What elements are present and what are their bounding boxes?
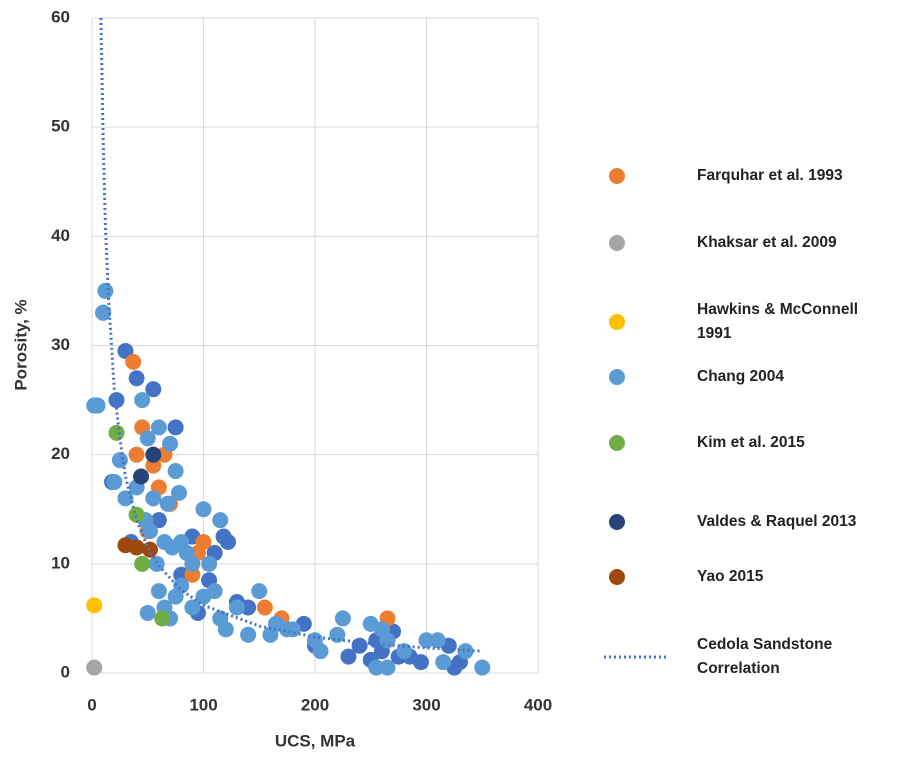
data-point	[125, 353, 142, 370]
legend-marker	[609, 514, 625, 530]
data-point	[379, 659, 396, 676]
x-tick-label: 100	[189, 695, 217, 714]
y-tick-label: 10	[51, 553, 70, 572]
data-point	[201, 555, 218, 572]
data-point	[145, 381, 162, 398]
legend-marker	[609, 369, 625, 385]
data-point	[240, 599, 257, 616]
data-point	[128, 506, 145, 523]
data-point	[217, 621, 234, 638]
data-point	[106, 473, 123, 490]
legend-marker	[609, 168, 625, 184]
data-point	[95, 304, 112, 321]
legend-label: Farquhar et al. 1993	[697, 167, 843, 184]
x-tick-label: 0	[87, 695, 96, 714]
legend-marker	[609, 435, 625, 451]
data-point	[111, 452, 128, 469]
y-tick-label: 20	[51, 444, 70, 463]
data-point	[139, 430, 156, 447]
data-point	[145, 490, 162, 507]
data-point	[184, 599, 201, 616]
data-point	[220, 534, 237, 550]
trend-line	[99, 17, 483, 653]
legend-label: Hawkins & McConnell 1991	[697, 301, 859, 342]
data-point	[184, 555, 201, 572]
data-point	[251, 583, 268, 600]
data-point	[86, 397, 103, 414]
data-point	[340, 648, 357, 665]
data-point	[240, 626, 257, 643]
legend-label: Kim et al. 2015	[697, 434, 805, 451]
data-point	[418, 632, 435, 649]
y-tick-label: 50	[51, 117, 70, 136]
data-point	[256, 599, 273, 616]
data-point	[170, 484, 187, 501]
legend-marker	[609, 235, 625, 251]
data-point	[128, 446, 145, 463]
data-point	[150, 419, 167, 436]
y-tick-label: 40	[51, 226, 70, 245]
data-point	[86, 659, 103, 676]
data-point	[141, 523, 158, 540]
data-point	[139, 604, 156, 621]
data-point	[134, 555, 151, 572]
data-point	[167, 463, 184, 480]
data-point	[86, 597, 103, 614]
data-point	[212, 512, 229, 529]
data-point	[429, 632, 446, 649]
x-tick-label: 400	[524, 695, 552, 714]
data-point	[167, 419, 184, 436]
data-point	[412, 654, 429, 671]
x-tick-label: 200	[301, 695, 329, 714]
data-point	[195, 534, 212, 550]
data-point	[145, 446, 162, 463]
legend-label: Cedola Sandstone Correlation	[697, 636, 833, 677]
data-point	[150, 512, 167, 529]
legend-label: Valdes & Raquel 2013	[697, 513, 857, 530]
data-point	[368, 659, 385, 676]
data-point	[195, 501, 212, 518]
data-point	[148, 555, 165, 572]
y-axis-title: Porosity, %	[11, 299, 30, 390]
legend-label: Khaksar et al. 2009	[697, 234, 837, 251]
data-point	[312, 643, 329, 660]
x-axis-title: UCS, MPa	[275, 731, 356, 750]
data-point	[141, 541, 158, 558]
data-point	[97, 282, 114, 299]
data-point	[162, 435, 179, 452]
data-point	[108, 424, 125, 441]
data-point	[159, 495, 176, 512]
data-point	[474, 659, 491, 676]
data-point	[228, 599, 245, 616]
data-point	[206, 583, 223, 600]
data-point	[150, 583, 167, 600]
legend-label: Chang 2004	[697, 368, 785, 385]
data-point	[329, 626, 346, 643]
data-point	[435, 654, 452, 671]
legend-marker	[609, 314, 625, 330]
data-point	[128, 370, 145, 387]
data-point	[108, 392, 125, 409]
y-tick-label: 60	[51, 7, 70, 26]
data-point	[154, 610, 171, 627]
data-point	[457, 643, 474, 660]
data-point	[334, 610, 351, 627]
data-point	[117, 490, 134, 507]
legend-marker	[609, 569, 625, 585]
y-tick-label: 0	[61, 662, 70, 681]
legend-label: Yao 2015	[697, 568, 764, 585]
data-point	[128, 539, 145, 556]
data-point	[173, 577, 190, 594]
y-tick-label: 30	[51, 335, 70, 354]
x-tick-label: 300	[412, 695, 440, 714]
data-point	[133, 468, 150, 485]
data-point	[134, 392, 151, 409]
